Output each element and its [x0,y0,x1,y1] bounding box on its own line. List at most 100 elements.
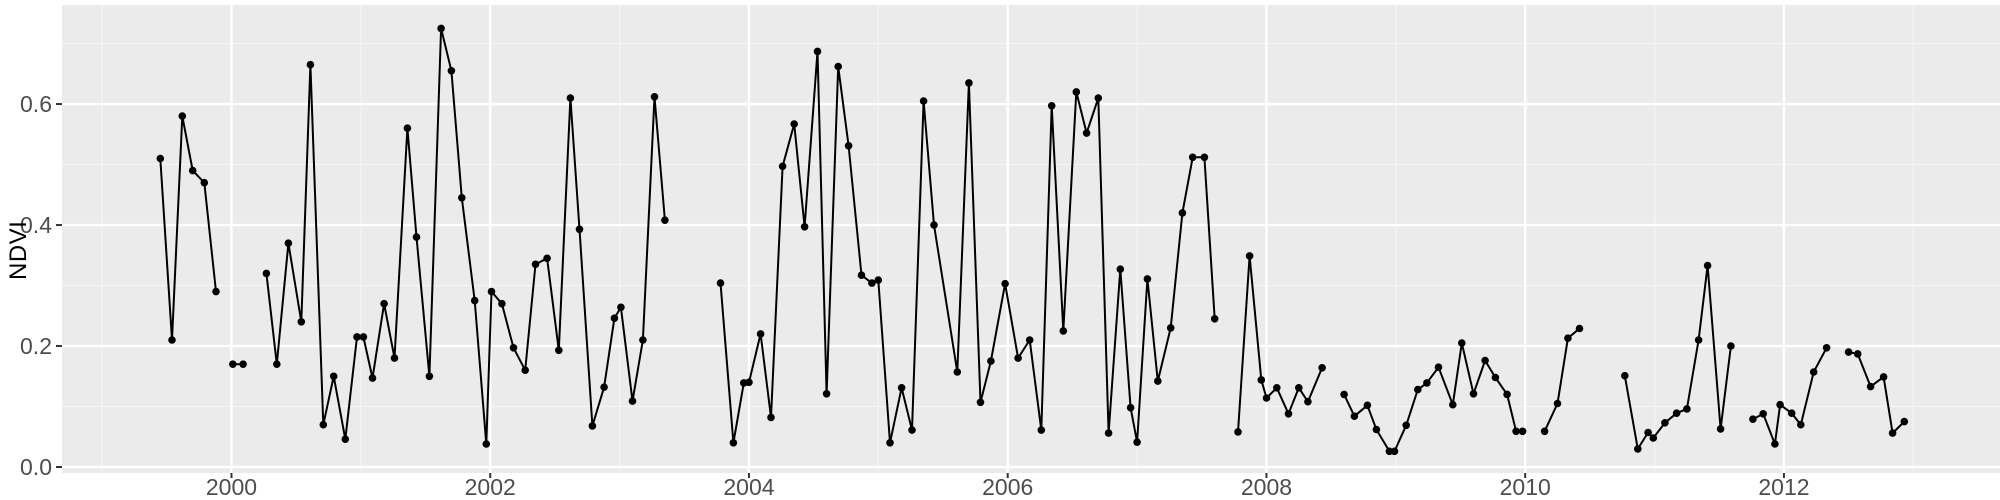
data-point [1809,368,1818,376]
data-point [965,79,973,87]
data-point [470,296,479,305]
data-point [1200,153,1209,162]
data-point [1234,428,1242,436]
data-point [1037,426,1046,434]
data-point [1047,102,1056,110]
data-point [1661,419,1669,427]
y-axis-tick-label: 0.6 [20,91,52,117]
data-point [1797,420,1805,429]
data-point [1564,334,1572,343]
data-point [617,303,625,312]
data-point [1390,447,1399,456]
data-point [1644,428,1652,437]
data-point [1853,350,1862,358]
data-point [886,439,894,447]
data-point [1116,265,1125,274]
y-axis-tick-label: 0.4 [20,212,52,238]
data-point [1025,336,1034,344]
data-point [1776,400,1784,409]
data-point [628,397,637,405]
data-point [1295,384,1303,392]
data-point [1414,385,1422,394]
data-line-segment [159,115,217,341]
data-point [1727,342,1735,350]
data-point [1634,445,1642,453]
data-point [555,346,563,355]
data-point [1154,377,1162,385]
data-point [868,279,876,287]
data-point [1423,379,1431,387]
data-point [1245,252,1254,260]
data-line-segment [1752,347,1828,445]
data-point [1866,382,1875,391]
data-point [437,24,445,33]
data-point [1503,390,1511,399]
data-point [1257,376,1266,384]
data-point [447,67,456,75]
data-point [588,422,597,430]
data-point [800,223,809,231]
data-point [650,93,659,101]
data-point [716,279,725,287]
data-point [822,390,831,398]
data-point [156,154,165,163]
data-point [1481,356,1489,365]
data-point [297,318,306,326]
data-point [1082,129,1091,137]
plot-panel [62,5,2000,473]
data-point [857,271,866,280]
data-point [1703,261,1712,270]
data-point [756,330,765,338]
data-point [639,336,647,344]
data-point [380,299,388,308]
data-point [425,372,434,381]
data-point [1822,344,1831,352]
data-point [953,368,962,376]
data-point [353,333,361,341]
data-point [200,178,209,187]
x-axis-tick-label: 2012 [1758,474,1809,500]
data-point [262,269,271,278]
data-point [1094,94,1103,102]
data-point [319,420,328,429]
data-point [1143,275,1152,283]
data-point [329,372,338,381]
data-point [458,194,466,202]
data-point [1104,429,1113,437]
data-point [168,336,176,344]
data-point [1749,415,1757,424]
data-point [543,254,551,263]
data-point [487,287,496,296]
data-point [908,426,916,434]
data-point [1512,427,1520,436]
data-point [1059,327,1068,335]
y-axis-tick-label: 0.0 [20,454,52,480]
data-point [273,360,281,369]
data-point [1072,88,1081,96]
y-axis-tick-label: 0.2 [20,333,52,359]
data-point [412,233,421,241]
data-point [987,357,995,365]
data-point [919,97,928,105]
data-point [521,366,529,375]
data-point [790,120,798,128]
data-point [1518,427,1527,436]
data-point [1133,438,1141,447]
data-point [1553,399,1562,408]
data-point [844,142,853,150]
data-point [1340,390,1348,399]
data-point [729,439,738,447]
data-point [1844,348,1853,356]
data-point [284,239,293,247]
data-point [498,299,506,308]
x-axis-tick-label: 2006 [982,474,1033,500]
x-axis-tick-label: 2000 [206,474,257,500]
data-point [1434,363,1443,372]
data-point [1787,409,1796,418]
data-point [482,440,491,448]
data-point [531,260,540,269]
data-point [1126,403,1135,412]
data-point [1372,425,1381,434]
data-point [1491,373,1500,382]
data-point [1273,384,1281,392]
